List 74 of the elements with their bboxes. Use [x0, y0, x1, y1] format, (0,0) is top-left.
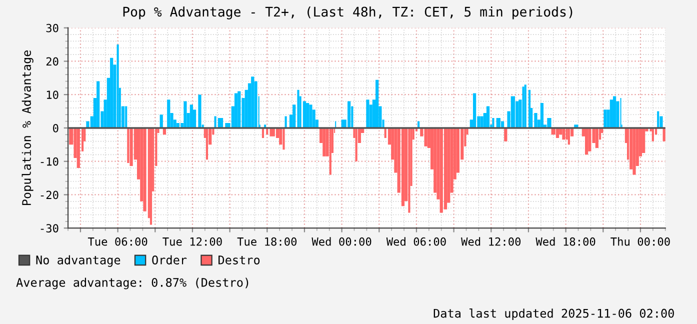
bar	[206, 128, 208, 160]
bar	[322, 128, 326, 156]
x-tick-label: Wed 06:00	[386, 237, 446, 246]
bar	[486, 106, 490, 128]
bar	[444, 128, 448, 210]
bar	[595, 128, 598, 148]
y-tick-label: -30	[40, 224, 58, 233]
bar	[480, 116, 484, 128]
bar	[282, 128, 285, 150]
bar	[657, 111, 660, 128]
bar	[642, 128, 646, 154]
y-tick-label: -10	[40, 157, 58, 166]
bar	[184, 101, 187, 128]
text: Average advantage: 0.87% (Destro)	[16, 278, 248, 290]
x-tick-label: Wed 12:00	[461, 237, 521, 246]
bar	[522, 86, 524, 128]
x-tick-label: Wed 18:00	[536, 237, 596, 246]
y-tick-label: 30	[46, 24, 58, 32]
y-axis-title: Population % Advantage	[22, 50, 34, 206]
y-tick-label: 10	[46, 90, 58, 100]
bar	[366, 100, 370, 128]
bar	[198, 94, 202, 128]
bar	[610, 100, 613, 128]
bar	[472, 93, 476, 128]
bar	[309, 104, 312, 128]
legend-label: No advantage	[36, 255, 120, 267]
bar	[116, 44, 119, 128]
bar	[110, 58, 114, 128]
bar	[604, 110, 607, 128]
bar	[612, 96, 616, 128]
bar	[130, 128, 133, 166]
bar	[504, 128, 508, 142]
bar	[424, 128, 428, 146]
x-tick-label: Tue 06:00	[88, 237, 148, 246]
bar	[524, 84, 526, 128]
text: Data last updated 2025-11-06 02:00	[434, 308, 674, 320]
bar	[376, 80, 379, 128]
bar	[167, 100, 170, 128]
y-tick-label: 20	[46, 57, 58, 66]
bar	[401, 128, 405, 206]
bar	[238, 91, 241, 128]
bar	[562, 128, 566, 140]
bar	[306, 102, 310, 128]
bar	[96, 81, 100, 128]
x-tick-label: Wed 00:00	[312, 237, 372, 246]
y-tick-label: 0	[53, 124, 58, 132]
bar	[568, 128, 570, 145]
y-tick-label: -20	[40, 190, 58, 200]
bar	[440, 128, 443, 213]
bar	[584, 128, 588, 155]
chart-title: Pop % Advantage - T2+, (Last 48h, TZ: CET, 5 min periods)	[123, 6, 572, 20]
bar	[652, 128, 654, 142]
bar	[329, 128, 332, 175]
bar	[528, 90, 531, 128]
legend-label: Destro	[218, 256, 260, 264]
bar	[160, 114, 163, 128]
bar	[588, 128, 592, 152]
bar	[190, 104, 193, 128]
bar	[125, 106, 128, 128]
bar	[127, 128, 130, 164]
bar	[547, 118, 552, 128]
bar	[355, 128, 358, 162]
x-tick-label: Tue 18:00	[237, 237, 297, 246]
bar	[150, 128, 152, 225]
legend-label: Order	[152, 255, 187, 264]
bar	[251, 76, 254, 128]
x-tick-label: Tue 12:00	[162, 237, 222, 246]
bar	[76, 128, 80, 168]
bar	[540, 102, 544, 128]
x-tick-label: Thu 00:00	[610, 237, 670, 246]
bar	[234, 93, 238, 128]
bar	[632, 128, 636, 175]
bar	[408, 128, 410, 213]
bar	[510, 96, 515, 128]
